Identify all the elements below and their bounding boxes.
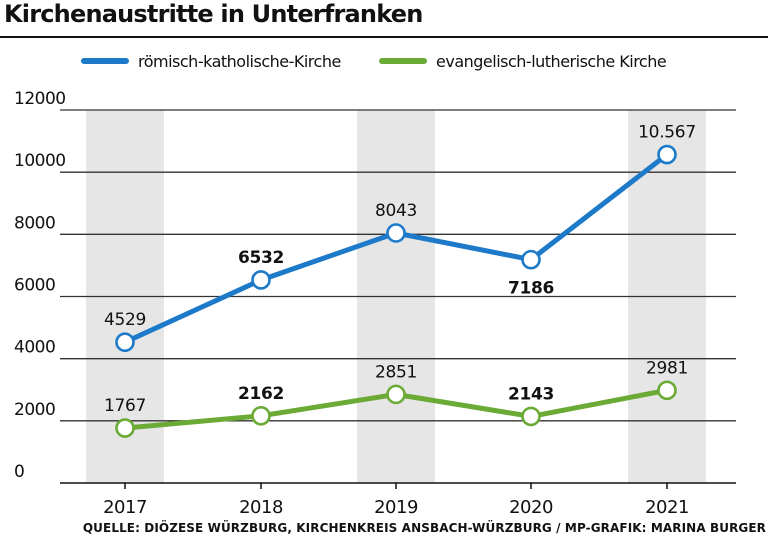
data-label-0-2020: 7186: [508, 279, 554, 299]
title-rule: [0, 36, 768, 38]
data-point-1-2020: [521, 406, 541, 427]
data-point-1-2018: [251, 405, 271, 426]
data-label-1-2017: 1767: [104, 396, 146, 416]
data-point-1-2021: [657, 380, 677, 401]
series-points: [115, 144, 677, 438]
x-tick-label-2021: 2021: [645, 497, 689, 518]
source-note: QUELLE: DIÖZESE WÜRZBURG, KIRCHENKREIS A…: [82, 521, 766, 535]
data-point-0-2021: [657, 144, 677, 165]
data-point-1-2017: [115, 418, 135, 438]
y-tick-label-12000: 12000: [14, 89, 66, 109]
chart-title: Kirchenaustritte in Unterfranken: [4, 0, 423, 28]
x-tick-label-2020: 2020: [509, 497, 553, 518]
x-axis: 2017 2018 2019 2020 2021: [60, 482, 736, 518]
y-tick-label-10000: 10000: [14, 151, 66, 171]
grid-lines: [60, 109, 736, 422]
data-label-1-2021: 2981: [646, 358, 688, 378]
data-label-0-2018: 6532: [238, 248, 284, 268]
data-label-0-2021: 10.567: [638, 123, 696, 143]
data-label-0-2019: 8043: [375, 201, 417, 221]
data-point-0-2020: [521, 249, 541, 270]
data-labels: 4529 6532 8043 7186 10.567 1767 2162 2851 2143 29…: [104, 123, 696, 417]
y-tick-label-4000: 4000: [14, 338, 55, 358]
x-tick-label-2019: 2019: [374, 497, 418, 518]
y-tick-label-0: 0: [14, 462, 24, 482]
data-label-1-2019: 2851: [375, 362, 417, 382]
y-tick-label-2000: 2000: [14, 400, 55, 420]
y-tick-label-6000: 6000: [14, 276, 55, 296]
x-tick-label-2017: 2017: [103, 497, 147, 518]
data-label-0-2017: 4529: [104, 310, 146, 330]
data-label-1-2018: 2162: [238, 384, 284, 404]
data-point-0-2019: [386, 223, 406, 243]
legend: römisch-katholische-Kirche evangelisch-lu…: [81, 52, 667, 71]
legend-label-1: evangelisch-lutherische Kirche: [436, 52, 666, 71]
x-tick-label-2018: 2018: [239, 497, 283, 518]
y-axis-tick-labels: 0 2000 4000 6000 8000 10000 12000: [14, 89, 66, 482]
y-tick-label-8000: 8000: [14, 213, 55, 233]
data-point-0-2017: [115, 332, 135, 353]
legend-label-0: römisch-katholische-Kirche: [138, 52, 341, 71]
data-point-1-2019: [386, 384, 406, 405]
data-label-1-2020: 2143: [508, 384, 554, 404]
data-point-0-2018: [251, 270, 271, 290]
